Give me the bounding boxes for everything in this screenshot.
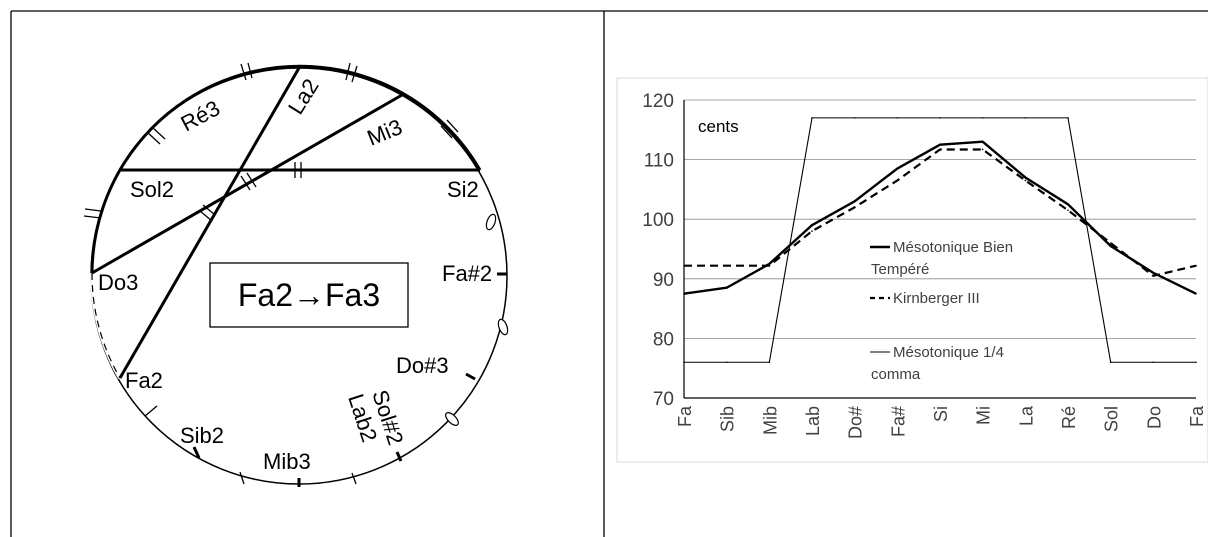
- single-tick-marks: [144, 405, 357, 485]
- y-tick-label: 120: [642, 91, 674, 112]
- ellipse-marks: [445, 213, 509, 426]
- chart-y-tick-labels: 70 80 90 100 110 120: [642, 91, 674, 410]
- transposition-label: Fa2→Fa3: [238, 277, 380, 313]
- chart-gridlines: [683, 99, 1196, 399]
- x-tick-label: Sol: [1102, 406, 1122, 432]
- note-tick-marks: [192, 272, 507, 487]
- series-point-1: [1195, 264, 1197, 267]
- series-line-0: [683, 140, 1197, 295]
- note-label-do3: Do3: [98, 270, 138, 295]
- y-tick-label: 100: [642, 210, 674, 231]
- series-point-0: [939, 143, 941, 146]
- x-tick-label: Fa#: [888, 406, 908, 437]
- series-point-0: [896, 167, 899, 170]
- dashed-arc-line: [91, 272, 121, 379]
- x-tick-label: Ré: [1059, 406, 1079, 429]
- series-point-2: [683, 361, 685, 364]
- series-point-2: [896, 117, 899, 119]
- x-tick-label: Lab: [803, 406, 823, 436]
- series-point-2: [981, 117, 984, 119]
- series-point-1: [981, 148, 984, 151]
- double-tick-marks: [83, 62, 459, 222]
- transposition-box: [209, 262, 409, 328]
- series-point-1: [683, 264, 685, 267]
- note-label-mi3: Mi3: [364, 114, 406, 150]
- note-label-fa-sharp-2: Fa#2: [442, 261, 492, 286]
- x-tick-label: Mi: [974, 406, 994, 425]
- series-point-2: [1024, 117, 1027, 119]
- series-point-2: [725, 361, 728, 364]
- legend-label-0: Mésotonique Bien Tempéré: [871, 239, 1013, 278]
- series-point-1: [725, 264, 728, 267]
- series-point-1: [896, 179, 899, 182]
- thick-arc: [90, 64, 482, 274]
- series-point-2: [1109, 361, 1112, 364]
- series-point-2: [1067, 117, 1069, 119]
- series-point-0: [981, 140, 984, 143]
- y-tick-label: 90: [653, 270, 674, 291]
- series-point-0: [1152, 272, 1155, 274]
- series-point-1: [1067, 209, 1069, 212]
- x-tick-label: Si: [931, 406, 951, 422]
- series-point-0: [1109, 245, 1112, 247]
- y-tick-label: 70: [653, 389, 674, 410]
- series-point-0: [1067, 203, 1069, 206]
- series-point-0: [768, 263, 771, 265]
- tuning-deviation-chart: 70 80 90 100 110 120 Fa Sib Mib Lab Do# Fa# Si Mi La R…: [616, 77, 1208, 463]
- chord-fa2-la2: [118, 67, 301, 379]
- series-point-2: [1152, 361, 1155, 364]
- series-point-0: [1195, 292, 1197, 295]
- series-point-1: [811, 230, 813, 232]
- note-label-la2: La2: [283, 74, 324, 118]
- chart-area-border: [616, 77, 1208, 463]
- chart-unit-annotation: cents: [698, 117, 739, 136]
- chord-lines: [91, 67, 480, 379]
- series-point-2: [853, 117, 856, 119]
- series-point-0: [811, 224, 813, 226]
- series-point-1: [853, 206, 856, 209]
- series-point-1: [768, 264, 771, 267]
- legend-label-2: Mésotonique 1/4 comma: [871, 344, 1004, 383]
- series-point-0: [725, 286, 728, 289]
- y-tick-label: 80: [653, 329, 674, 350]
- chart-series: [683, 117, 1197, 364]
- note-label-mib3: Mib3: [263, 449, 311, 474]
- series-point-2: [768, 361, 771, 364]
- x-tick-label: Sib: [718, 406, 738, 432]
- series-point-2: [811, 117, 813, 119]
- y-tick-label: 110: [644, 151, 674, 172]
- series-point-1: [1024, 179, 1027, 182]
- series-point-0: [683, 292, 685, 295]
- series-line-1: [684, 148, 1197, 277]
- x-tick-label: Do: [1144, 406, 1164, 429]
- note-label-do-sharp-3: Do#3: [396, 353, 449, 378]
- x-tick-label: La: [1016, 405, 1036, 426]
- chart-legend: Mésotonique Bien Tempéré Kirnberger III Més…: [870, 239, 1013, 383]
- series-point-0: [1024, 176, 1027, 179]
- x-tick-label: Mib: [760, 406, 780, 435]
- series-point-0: [853, 200, 856, 203]
- x-tick-label: Do#: [846, 406, 866, 439]
- circle-of-fifths-diagram: Ré3 La2 Mi3 Sol2 Si2 Do3 Fa#2 Fa2 Do#3 S…: [83, 62, 509, 487]
- chord-do3-mi3: [91, 93, 403, 275]
- note-label-fa2: Fa2: [125, 368, 163, 393]
- chart-x-tick-labels: Fa Sib Mib Lab Do# Fa# Si Mi La Ré Sol Do Fa: [675, 405, 1207, 439]
- series-point-1: [1152, 275, 1155, 277]
- series-point-1: [1109, 242, 1112, 244]
- note-label-sol2: Sol2: [130, 177, 174, 202]
- series-point-1: [939, 148, 941, 151]
- figure-frame: [10, 10, 1208, 537]
- legend-label-1: Kirnberger III: [893, 290, 980, 307]
- note-label-sib2: Sib2: [180, 423, 224, 448]
- x-tick-label: Fa: [675, 405, 695, 427]
- x-tick-label: Fa: [1187, 405, 1207, 427]
- note-label-si2: Si2: [447, 177, 479, 202]
- series-point-2: [939, 117, 941, 119]
- series-point-2: [1195, 361, 1197, 364]
